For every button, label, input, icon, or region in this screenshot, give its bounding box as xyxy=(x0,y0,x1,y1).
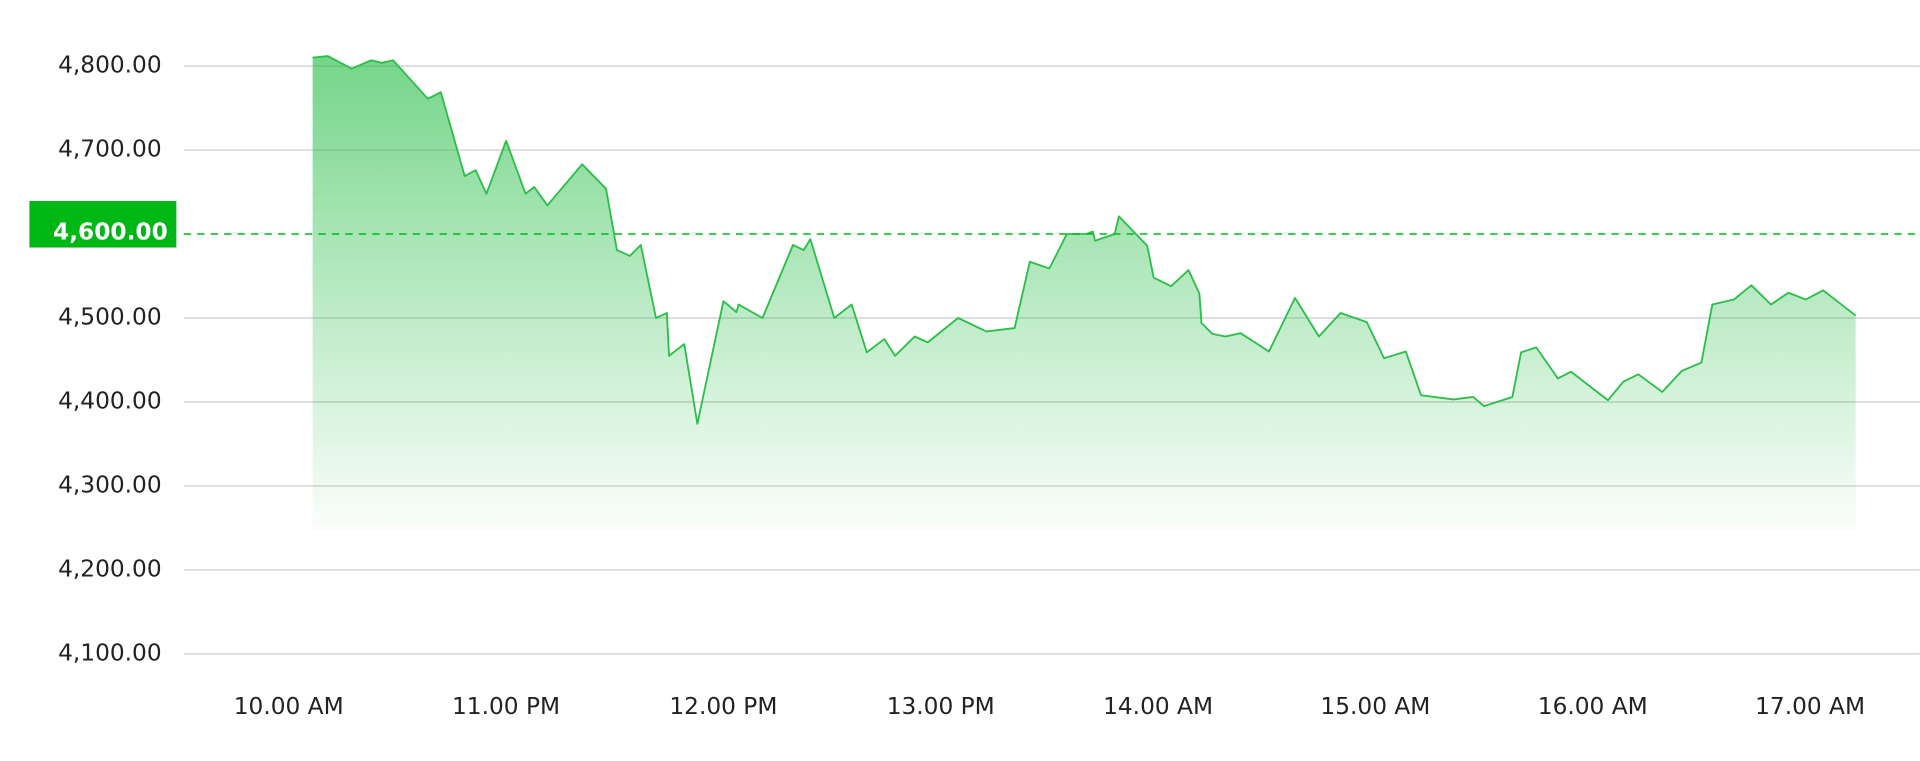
x-tick-label: 16.00 AM xyxy=(1538,693,1648,720)
y-tick-label: 4,800.00 xyxy=(58,52,162,79)
x-tick-label: 13.00 PM xyxy=(887,693,995,720)
x-tick-label: 17.00 AM xyxy=(1755,693,1865,720)
y-tick-label: 4,700.00 xyxy=(58,136,162,163)
x-tick-label: 10.00 AM xyxy=(234,693,344,720)
y-tick-label: 4,400.00 xyxy=(58,387,162,414)
x-tick-label: 11.00 PM xyxy=(452,693,560,720)
y-tick-label: 4,500.00 xyxy=(58,304,162,331)
reference-label: 4,600.00 xyxy=(53,218,168,245)
x-tick-label: 14.00 AM xyxy=(1103,693,1213,720)
y-tick-label: 4,200.00 xyxy=(58,555,162,582)
area-fill xyxy=(312,56,1856,654)
price-line xyxy=(312,55,1857,425)
y-tick-label: 4,100.00 xyxy=(58,639,162,666)
x-tick-label: 15.00 AM xyxy=(1320,693,1430,720)
x-tick-label: 12.00 PM xyxy=(669,693,777,720)
y-tick-label: 4,300.00 xyxy=(58,471,162,498)
reference-label-box xyxy=(29,200,177,248)
